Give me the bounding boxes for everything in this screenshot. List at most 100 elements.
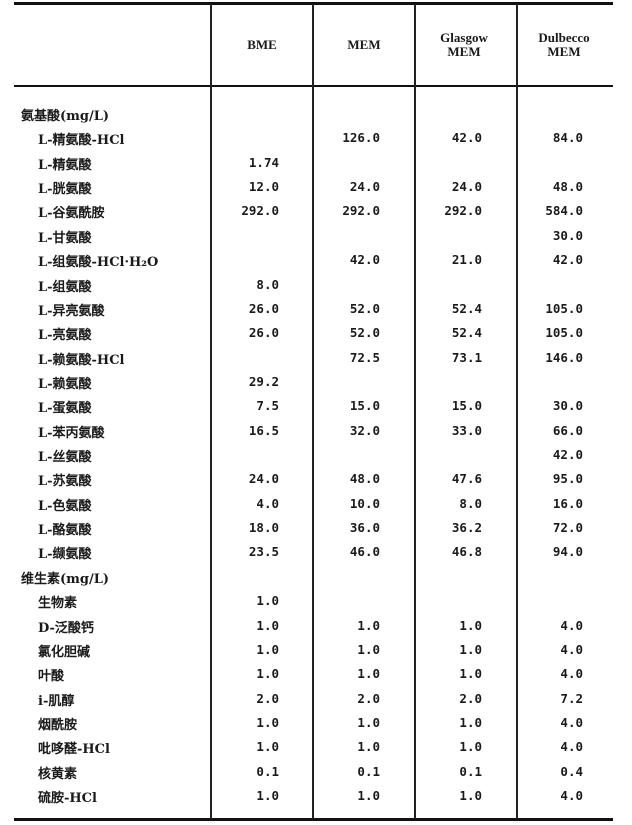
table-row: L-苯丙氨酸 16.5 32.0 33.0 66.0 [0,419,632,443]
cell-value: 26.0 [248,325,279,341]
row-label: 硫胺-HCl [38,791,97,807]
cell-value: 33.0 [451,422,482,438]
table-row: L-甘氨酸 30.0 [0,224,632,248]
cell-value: 0.1 [357,763,380,779]
column-header-mem: MEM [347,37,381,52]
row-label: 吡哆醛-HCl [38,742,110,758]
table-row: 叶酸 1.0 1.0 1.0 4.0 [0,662,632,686]
table-row: 烟酰胺 1.0 1.0 1.0 4.0 [0,711,632,735]
cell-value: 4.0 [560,788,583,804]
cell-value: 36.0 [349,520,380,536]
cell-value: 36.2 [451,520,482,536]
table-row: L-精氨酸-HCl 126.0 42.0 84.0 [0,126,632,150]
cell-value: 146.0 [545,349,583,365]
table-row: L-谷氨酰胺 292.0 292.0 292.0 584.0 [0,199,632,223]
cell-value: 2.0 [459,690,482,706]
cell-value: 105.0 [545,325,583,341]
cell-value: 42.0 [451,130,482,146]
row-label: 氯化胆碱 [38,644,91,660]
table-row: L-蛋氨酸 7.5 15.0 15.0 30.0 [0,394,632,418]
section-label: 维生素(mg/L) [21,571,110,587]
cell-value: 52.4 [451,325,482,341]
cell-value: 1.0 [459,641,482,657]
cell-value: 12.0 [248,179,279,195]
row-label: L-谷氨酰胺 [38,206,105,222]
cell-value: 1.0 [459,714,482,730]
cell-value: 8.0 [459,495,482,511]
row-label: L-色氨酸 [38,498,92,514]
row-label: L-亮氨酸 [38,328,92,344]
cell-value: 0.4 [560,763,583,779]
table-row: L-赖氨酸-HCl 72.5 73.1 146.0 [0,346,632,370]
cell-value: 66.0 [552,422,583,438]
cell-value: 16.0 [552,495,583,511]
row-label: 叶酸 [38,669,65,685]
column-header-glasgow-mem: Glasgow MEM [440,30,488,59]
row-label: D-泛酸钙 [38,620,94,636]
table-body: 氨基酸(mg/L) L-精氨酸-HCl 126.0 42.0 84.0 L-精氨酸 1.74… [0,102,632,808]
section-row: 氨基酸(mg/L) [0,102,632,126]
cell-value: 292.0 [342,203,380,219]
cell-value: 292.0 [444,203,482,219]
cell-value: 52.0 [349,300,380,316]
table-row: L-苏氨酸 24.0 48.0 47.6 95.0 [0,467,632,491]
cell-value: 95.0 [552,471,583,487]
column-divider [210,4,212,819]
cell-value: 1.0 [459,666,482,682]
cell-value: 7.2 [560,690,583,706]
cell-value: 46.8 [451,544,482,560]
cell-value: 1.0 [357,739,380,755]
cell-value: 1.0 [357,617,380,633]
cell-value: 18.0 [248,520,279,536]
table-row: L-组氨酸-HCl·H₂O 42.0 21.0 42.0 [0,248,632,272]
table-row: L-组氨酸 8.0 [0,273,632,297]
cell-value: 0.1 [459,763,482,779]
table-row: L-异亮氨酸 26.0 52.0 52.4 105.0 [0,297,632,321]
cell-value: 10.0 [349,495,380,511]
cell-value: 47.6 [451,471,482,487]
cell-value: 29.2 [248,373,279,389]
cell-value: 1.0 [459,788,482,804]
row-label: 烟酰胺 [38,717,78,733]
row-label: i-肌醇 [38,693,75,709]
cell-value: 1.0 [256,788,279,804]
cell-value: 1.0 [256,641,279,657]
cell-value: 24.0 [349,179,380,195]
cell-value: 1.0 [256,617,279,633]
cell-value: 4.0 [560,714,583,730]
column-header-bme: BME [247,37,277,52]
row-label: L-精氨酸 [38,157,92,173]
cell-value: 292.0 [241,203,279,219]
cell-value: 105.0 [545,300,583,316]
table-row: L-色氨酸 4.0 10.0 8.0 16.0 [0,492,632,516]
table-row: 生物素 1.0 [0,589,632,613]
top-rule [14,2,613,5]
cell-value: 1.0 [357,714,380,730]
table-row: 硫胺-HCl 1.0 1.0 1.0 4.0 [0,784,632,808]
cell-value: 4.0 [560,641,583,657]
column-header-dulbecco-mem: Dulbecco MEM [538,30,590,59]
cell-value: 1.0 [459,739,482,755]
cell-value: 24.0 [451,179,482,195]
cell-value: 42.0 [552,447,583,463]
cell-value: 46.0 [349,544,380,560]
row-label: L-苏氨酸 [38,474,92,490]
row-label: L-组氨酸 [38,279,92,295]
row-label: L-异亮氨酸 [38,303,105,319]
table-row: i-肌醇 2.0 2.0 2.0 7.2 [0,687,632,711]
row-label: L-赖氨酸 [38,376,92,392]
row-label: L-苯丙氨酸 [38,425,105,441]
cell-value: 1.0 [357,666,380,682]
cell-value: 94.0 [552,544,583,560]
cell-value: 72.0 [552,520,583,536]
cell-value: 84.0 [552,130,583,146]
cell-value: 42.0 [552,252,583,268]
table-row: 核黄素 0.1 0.1 0.1 0.4 [0,760,632,784]
cell-value: 32.0 [349,422,380,438]
cell-value: 15.0 [451,398,482,414]
cell-value: 4.0 [560,666,583,682]
cell-value: 2.0 [357,690,380,706]
row-label: L-组氨酸-HCl·H₂O [38,255,159,271]
row-label: L-丝氨酸 [38,450,92,466]
cell-value: 52.4 [451,300,482,316]
